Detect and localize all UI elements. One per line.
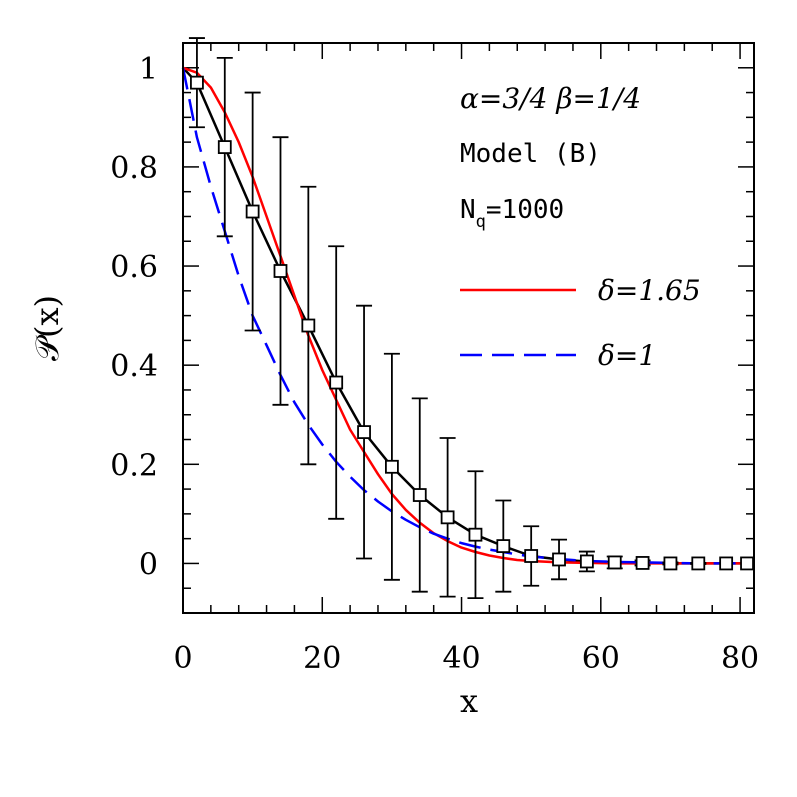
y-tick-label: 0.2 [110,448,158,483]
x-tick-label: 20 [303,641,341,676]
data-point [329,375,344,390]
annotation-model: Model (B) [460,139,601,169]
data-point [552,552,566,567]
ticks [182,42,754,614]
curves [181,66,754,565]
plot-frame [182,42,755,614]
y-tick-label: 1 [139,52,158,87]
data-point [579,554,594,569]
data-point [496,539,511,553]
data-point [440,510,455,525]
data-point [468,527,483,542]
data-point [190,75,204,90]
data-point [691,556,706,571]
tick-labels: 0 20 40 60 80 0 0.2 0.4 0.6 0.8 1 [110,52,759,676]
annotation-nq-sub: q [476,212,486,232]
x-tick-label: 0 [173,641,192,676]
y-tick-label: 0 [139,547,158,582]
legend: δ=1.65 δ=1 [460,274,701,372]
data-point [301,318,316,333]
data-point [607,555,622,570]
data-point [385,459,399,474]
data-point [412,488,427,502]
data-point [663,556,678,571]
data-point [740,556,754,571]
markers [190,75,754,571]
data-point [217,140,232,154]
x-axis-label: x [460,682,478,720]
annotation-nq-prefix: N [460,195,476,225]
legend-label-delta-1-65: δ=1.65 [598,274,701,307]
annotation-nq-value: =1000 [486,195,564,225]
data-point [357,425,371,439]
x-tick-label: 80 [721,641,759,676]
series-line-delta-1-65 [182,66,754,565]
y-tick-label: 0.6 [110,250,158,285]
y-tick-label: 0.4 [110,349,158,384]
data-point [635,556,650,570]
data-point [524,549,539,563]
y-tick-label: 0.8 [110,151,158,186]
legend-label-delta-1: δ=1 [598,339,656,372]
annotation-nq: Nq=1000 [460,195,564,232]
series-line-delta-1 [181,67,754,565]
data-point [719,556,734,571]
annotation-params: α=3/4 β=1/4 [460,82,641,115]
x-tick-label: 40 [442,641,480,676]
y-axis-label: 𝒫(x) [28,295,66,361]
x-tick-label: 60 [582,641,620,676]
data-point [245,204,260,219]
data-point [273,264,288,278]
